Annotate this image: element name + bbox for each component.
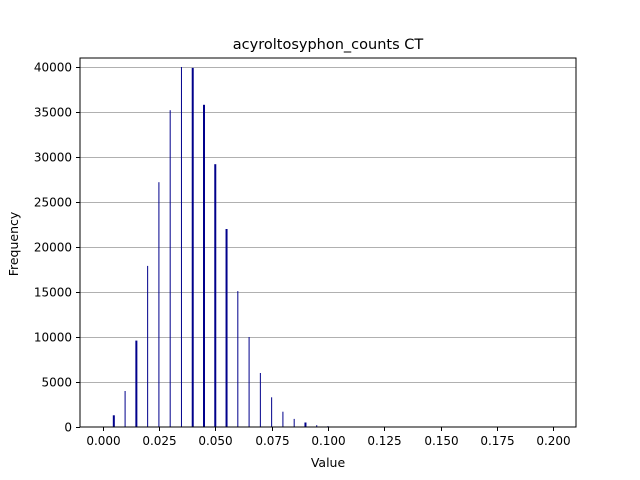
x-tick-label-6: 0.150: [424, 434, 458, 448]
bar-10: [225, 229, 228, 427]
bar-1: [124, 391, 126, 427]
bar-3: [147, 265, 149, 427]
bar-8: [203, 104, 205, 428]
y-tick-label-1: 5000: [41, 376, 72, 390]
y-axis-ticks: 0 5000 10000 15000 20000 25000 30000 35000 40000: [34, 61, 80, 435]
bar-14: [271, 397, 273, 427]
y-gridlines: [80, 67, 576, 383]
y-tick-label-0: 0: [64, 421, 72, 435]
x-tick-label-0: 0.000: [86, 434, 120, 448]
bar-15: [282, 411, 284, 427]
x-tick-label-1: 0.025: [142, 434, 176, 448]
y-tick-label-6: 30000: [34, 151, 72, 165]
chart-title: acyroltosyphon_counts CT: [233, 37, 424, 53]
bar-11: [237, 291, 239, 427]
bar-9: [214, 164, 217, 427]
y-tick-label-3: 15000: [34, 286, 72, 300]
bar-7: [191, 67, 194, 428]
bar-0: [112, 415, 115, 427]
bar-6: [180, 67, 182, 427]
x-tick-label-2: 0.050: [198, 434, 232, 448]
bar-5: [169, 110, 171, 427]
x-tick-label-4: 0.100: [311, 434, 345, 448]
y-tick-label-5: 25000: [34, 196, 72, 210]
y-tick-label-7: 35000: [34, 106, 72, 120]
bars: [112, 67, 352, 428]
x-tick-label-5: 0.125: [367, 434, 401, 448]
bar-17: [304, 422, 307, 427]
y-tick-label-4: 20000: [34, 241, 72, 255]
y-axis-label: Frequency: [6, 211, 21, 276]
bar-18: [316, 425, 318, 427]
bar-13: [259, 373, 261, 427]
bar-4: [158, 182, 160, 427]
x-axis-label: Value: [311, 455, 346, 470]
x-tick-label-3: 0.075: [255, 434, 289, 448]
x-axis-ticks: 0.000 0.025 0.050 0.075 0.100 0.125 0.150 0.175…: [86, 427, 571, 448]
bar-12: [248, 337, 250, 427]
bar-2: [135, 340, 138, 427]
x-tick-label-7: 0.175: [480, 434, 514, 448]
y-tick-label-2: 10000: [34, 331, 72, 345]
bar-16: [293, 418, 295, 427]
x-tick-label-8: 0.200: [536, 434, 570, 448]
y-tick-label-8: 40000: [34, 61, 72, 75]
